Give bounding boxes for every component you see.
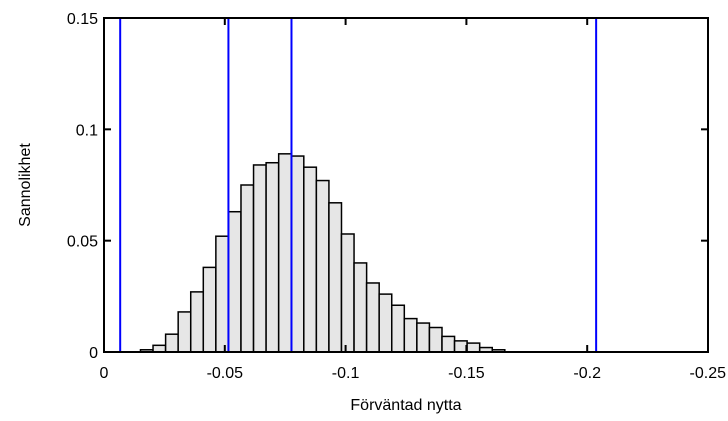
histogram-bar [466,342,481,353]
y-tick-label: 0.15 [67,11,98,28]
histogram-bar [177,311,192,353]
histogram-bar [303,166,318,353]
histogram-bar [240,184,255,353]
histogram-bar [277,153,292,353]
y-tick-label: 0 [89,345,98,362]
histogram-bar [340,233,355,353]
x-tick-label: -0.25 [690,365,727,382]
x-tick-label: 0 [100,365,109,382]
histogram-bar [227,210,242,353]
histogram-bar [391,304,406,353]
histogram-bar [365,282,380,353]
histogram-bar [164,333,179,353]
histogram-bar [378,293,393,353]
x-axis-label: Förväntad nytta [350,397,461,414]
histogram-bar [416,322,431,353]
histogram-bar [290,155,305,353]
x-tick-label: -0.05 [207,365,244,382]
histogram-bar [215,235,230,353]
plot-frame [103,17,709,353]
histogram-bar [202,266,217,353]
histogram-bar [441,335,456,353]
histogram-bar [152,344,167,353]
histogram-bar [265,161,280,353]
reference-lines [119,18,598,352]
histogram-bar [353,262,368,353]
y-tick-label: 0.1 [76,122,98,139]
histogram-bars [139,153,506,353]
histogram-bar [403,317,418,353]
x-tick-label: -0.1 [332,365,360,382]
x-tick-label: -0.2 [573,365,601,382]
x-tick-labels: 0 -0.05 -0.1 -0.15 -0.2 -0.25 [100,365,727,382]
histogram-bar [453,340,468,353]
histogram-bar [428,326,443,353]
histogram-bar [315,179,330,353]
histogram-bar [328,202,343,353]
y-axis-label: Sannolikhet [17,143,34,227]
x-tick-label: -0.15 [448,365,485,382]
y-tick-label: 0.05 [67,234,98,251]
y-tick-labels: 0 0.05 0.1 0.15 [67,11,98,362]
histogram-bar [189,291,205,353]
histogram-bar [252,164,267,353]
